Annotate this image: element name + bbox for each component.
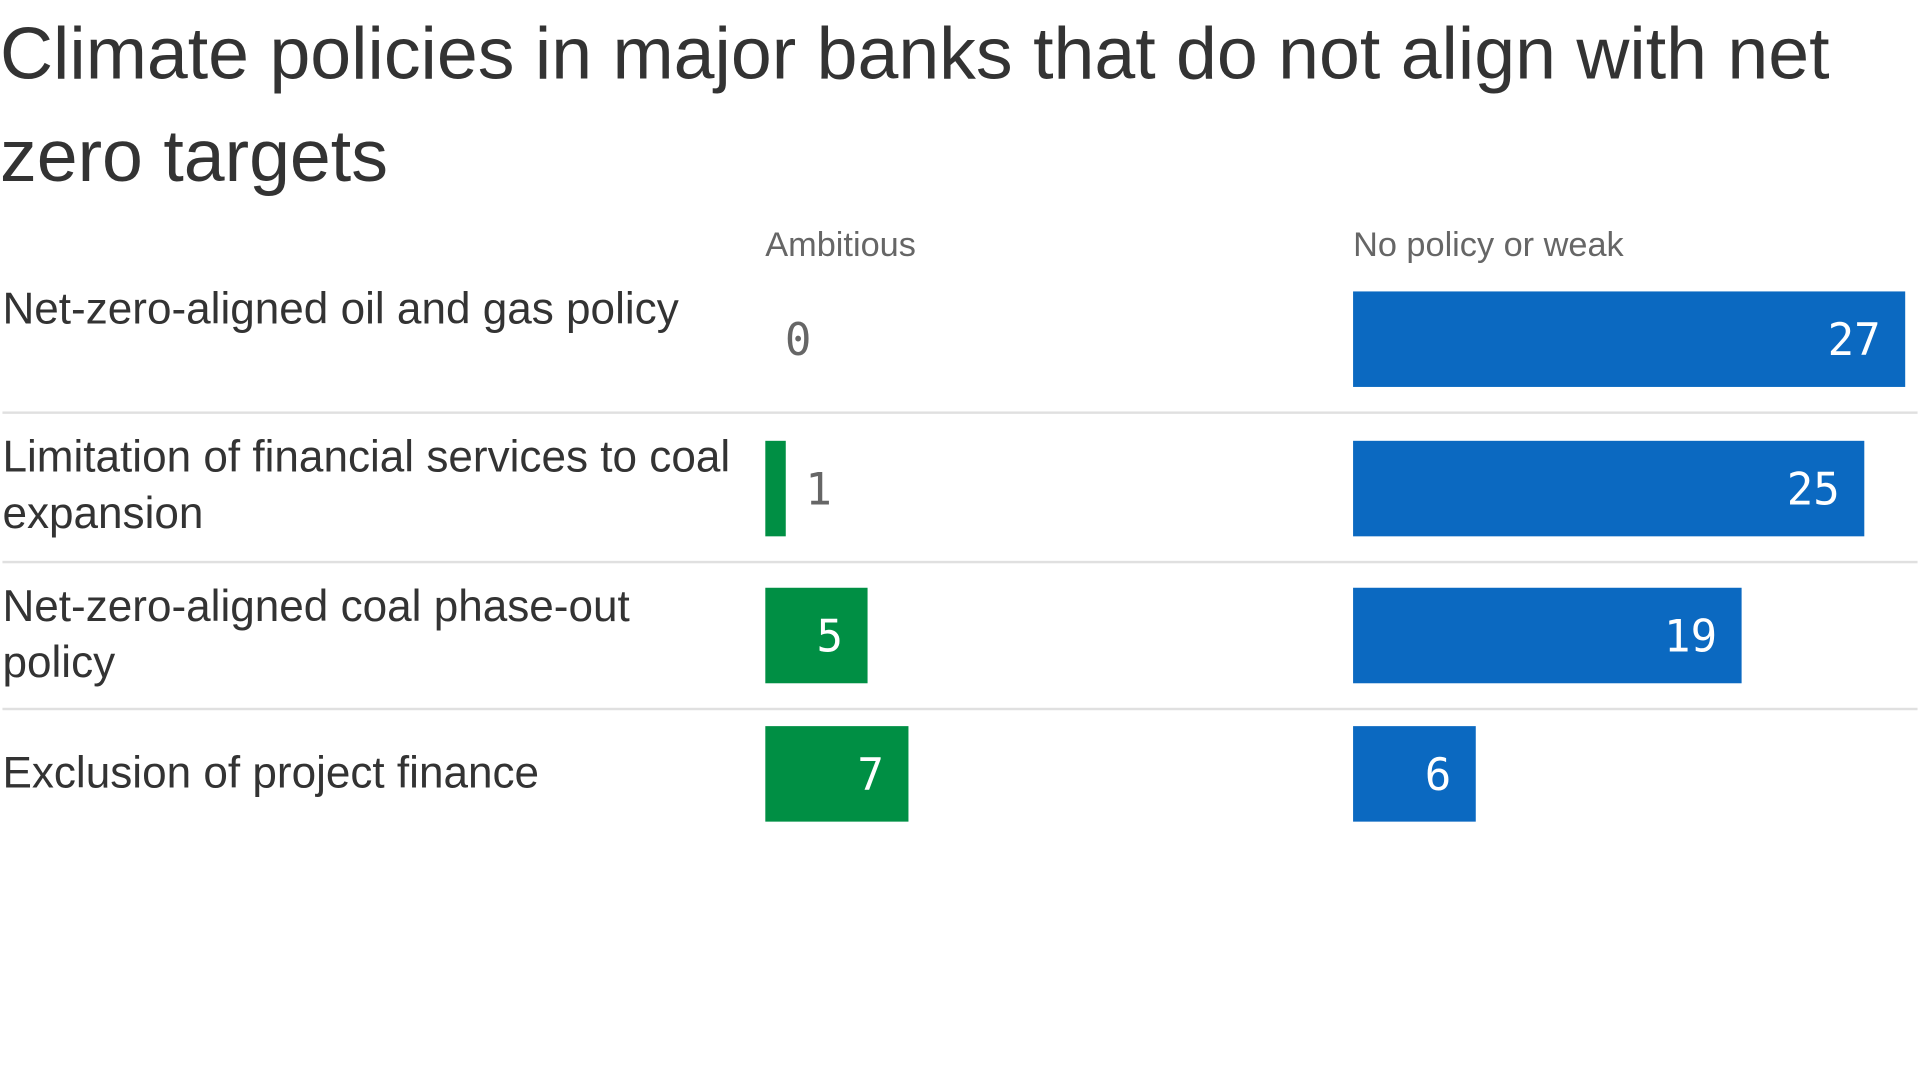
column-header-ambitious: Ambitious xyxy=(765,225,916,264)
value-label-no-policy-or-weak-limitation-of-financial-services-to-coal-expansion: 25 xyxy=(1787,464,1840,515)
value-label-no-policy-or-weak-exclusion-of-project-finance: 6 xyxy=(1425,750,1452,801)
column-header-no-policy-or-weak: No policy or weak xyxy=(1353,225,1624,264)
bar-ambitious-limitation-of-financial-services-to-coal-expansion xyxy=(765,440,786,537)
bar-no-policy-or-weak-exclusion-of-project-finance xyxy=(1353,726,1476,822)
bar-no-policy-or-weak-limitation-of-financial-services-to-coal-expansion xyxy=(1353,440,1865,537)
value-label-ambitious-net-zero-aligned-coal-phase-out-policy: 5 xyxy=(817,611,844,662)
bar-ambitious-exclusion-of-project-finance xyxy=(765,726,909,822)
row-label-project-finance: Exclusion of project finance xyxy=(2,746,540,798)
value-label-no-policy-or-weak-net-zero-aligned-oil-and-gas-policy: 27 xyxy=(1828,315,1881,366)
value-label-ambitious-limitation-of-financial-services-to-coal-expansion: 1 xyxy=(805,464,832,515)
row-label-coal-expansion: Limitation of financial services to coal… xyxy=(2,431,731,538)
value-label-ambitious-net-zero-aligned-oil-and-gas-policy: 0 xyxy=(785,315,812,366)
row-label-oil-and-gas: Net-zero-aligned oil and gas policy xyxy=(2,282,679,334)
value-label-ambitious-exclusion-of-project-finance: 7 xyxy=(857,750,884,801)
row-separator xyxy=(2,411,1918,414)
value-label-no-policy-or-weak-net-zero-aligned-coal-phase-out-policy: 19 xyxy=(1664,611,1717,662)
row-separator xyxy=(2,560,1918,564)
bar-ambitious-net-zero-aligned-coal-phase-out-policy xyxy=(765,587,868,684)
row-separator xyxy=(2,707,1918,711)
bar-no-policy-or-weak-net-zero-aligned-oil-and-gas-policy xyxy=(1353,291,1906,387)
bar-no-policy-or-weak-net-zero-aligned-coal-phase-out-policy xyxy=(1353,587,1742,684)
row-label-coal-phase-out: Net-zero-aligned coal phase-out policy xyxy=(2,580,630,687)
chart-title: Climate policies in major banks that do … xyxy=(0,12,1830,198)
